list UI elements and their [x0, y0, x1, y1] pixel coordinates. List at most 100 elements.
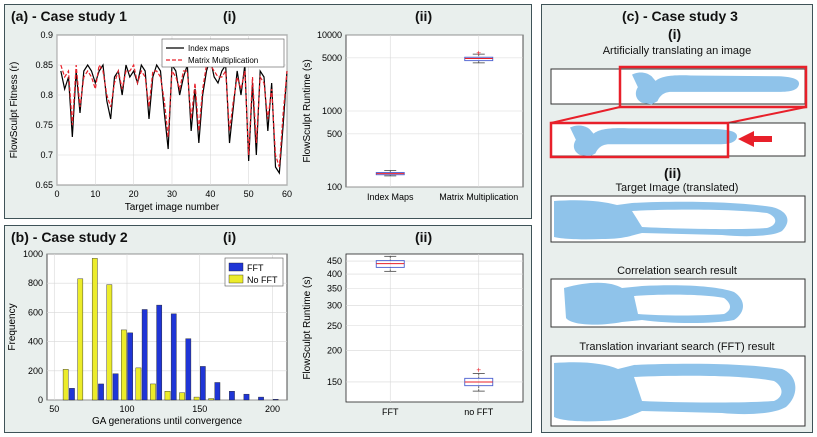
- target-image-label: Target Image (translated): [615, 182, 739, 194]
- x-tick-label: 200: [265, 404, 280, 414]
- x-tick-label: Index Maps: [367, 192, 414, 202]
- y-tick-label: 1000: [23, 249, 43, 259]
- panel-c-title: (c) - Case study 3: [622, 8, 738, 24]
- x-tick-label: 60: [282, 189, 292, 199]
- y-tick-label: 150: [327, 377, 342, 387]
- bar-1: [179, 392, 185, 401]
- x-tick-label: no FFT: [464, 407, 494, 417]
- outlier-marker: +: [476, 365, 481, 374]
- y-tick-label: 0.85: [35, 60, 53, 70]
- y-tick-label: 200: [28, 366, 43, 376]
- panel-b-i-tag: (i): [223, 229, 237, 245]
- plot-area: [345, 253, 524, 403]
- legend-label: No FFT: [247, 275, 278, 285]
- x-tick-label: 20: [129, 189, 139, 199]
- bar-0: [141, 309, 148, 401]
- panel-a-i-tag: (i): [223, 8, 237, 24]
- bar-0: [112, 373, 119, 401]
- panel-a-ii-tag: (ii): [415, 8, 433, 24]
- y-axis-label: FlowSculpt Fitness (r): [9, 62, 20, 159]
- bar-0: [272, 399, 279, 401]
- bar-0: [156, 304, 163, 401]
- panel-c-ii-tag: (ii): [664, 165, 682, 181]
- x-tick-label: 150: [192, 404, 207, 414]
- y-tick-label: 0.7: [40, 150, 53, 160]
- y-tick-label: 300: [327, 301, 342, 311]
- bar-0: [200, 366, 206, 401]
- x-tick-label: 50: [244, 189, 254, 199]
- bar-0: [69, 388, 75, 401]
- bar-0: [258, 396, 264, 401]
- x-tick-label: 40: [205, 189, 215, 199]
- left-arrow-icon: [738, 131, 772, 147]
- y-tick-label: 400: [28, 337, 43, 347]
- target-image: [550, 195, 806, 243]
- y-tick-label: 0.75: [35, 120, 53, 130]
- y-tick-label: 200: [327, 345, 342, 355]
- fft-result-image: [550, 355, 806, 427]
- y-tick-label: 450: [327, 256, 342, 266]
- bar-1: [121, 329, 127, 401]
- y-tick-label: 350: [327, 284, 342, 294]
- legend-label: FFT: [247, 263, 264, 273]
- translating-label: Artificially translating an image: [602, 45, 752, 57]
- panel-case-study-1: (a) - Case study 1 (i) (ii) 0 10 20 30 40 50 6…: [4, 4, 532, 219]
- x-axis-label: Target image number: [125, 202, 220, 213]
- x-tick-label: FFT: [382, 407, 399, 417]
- panel-c-i-tag: (i): [668, 26, 682, 42]
- legend-swatch-0: [228, 262, 244, 272]
- y-axis-label: FlowSculpt Runtime (s): [302, 276, 313, 379]
- y-tick-label: 500: [327, 129, 342, 139]
- panel-a-title: (a) - Case study 1: [11, 8, 127, 24]
- chart-runtime-box-a: 100 500 1000 5000 10000 Index Maps + Matrix Mul…: [302, 30, 524, 202]
- chart-fitness-line: 0 10 20 30 40 50 60 0.65 0.7 0.75 0.8 0.85 0.9 Target…: [9, 30, 292, 213]
- panel-b-title: (b) - Case study 2: [11, 229, 128, 245]
- bar-1: [150, 383, 156, 401]
- y-tick-label: 250: [327, 321, 342, 331]
- x-tick-label: 50: [49, 404, 59, 414]
- highlight-region: [618, 65, 808, 109]
- translated-highlight: [549, 121, 730, 159]
- bar-0: [98, 383, 104, 401]
- legend: [161, 38, 285, 68]
- bar-0: [214, 382, 221, 401]
- y-tick-label: 5000: [322, 53, 342, 63]
- legend-label: Index maps: [188, 44, 229, 53]
- chart-generations-histogram: 0 200 400 600 800 1000 50 100 150 200 GA generatio…: [7, 249, 288, 427]
- x-tick-label: 0: [54, 189, 59, 199]
- bar-0: [170, 313, 177, 401]
- x-tick-label: 10: [90, 189, 100, 199]
- bar-1: [91, 258, 98, 401]
- y-tick-label: 100: [327, 182, 342, 192]
- y-tick-label: 0: [38, 395, 43, 405]
- bar-1: [193, 396, 200, 401]
- fft-result-label: Translation invariant search (FFT) resul…: [579, 341, 775, 353]
- y-tick-label: 400: [327, 269, 342, 279]
- bar-1: [164, 391, 171, 401]
- panel-case-study-2: (b) - Case study 2 (i) (ii) 0 200 400 600 80…: [4, 225, 532, 433]
- legend-label: Matrix Multiplication: [188, 56, 258, 65]
- y-tick-label: 800: [28, 278, 43, 288]
- legend-swatch-1: [228, 274, 244, 284]
- correlation-result-image: [550, 278, 806, 328]
- x-tick-label: 30: [167, 189, 177, 199]
- panel-case-study-3: (c) - Case study 3 (i) Artificially tran…: [541, 4, 813, 433]
- x-axis-label: GA generations until convergence: [92, 416, 243, 427]
- bar-0: [185, 338, 192, 401]
- translation-diagram: [549, 65, 808, 159]
- bar-1: [106, 284, 113, 401]
- bar-1: [62, 369, 69, 401]
- x-tick-label: Matrix Multiplication: [439, 192, 518, 202]
- y-tick-label: 0.9: [40, 30, 53, 40]
- series-line-1: [60, 63, 288, 168]
- y-axis-label: Frequency: [7, 303, 18, 350]
- bar-1: [77, 278, 84, 401]
- chart-runtime-box-b: 150 200 250 300 350 400 450 FFT + no FFT FlowSculp…: [302, 253, 524, 417]
- bar-0: [229, 391, 235, 401]
- bar-1: [135, 367, 142, 401]
- y-tick-label: 0.8: [40, 90, 53, 100]
- x-tick-label: 100: [119, 404, 134, 414]
- correlation-label: Correlation search result: [617, 265, 737, 277]
- bar-1: [208, 398, 214, 401]
- outlier-marker: +: [476, 48, 481, 57]
